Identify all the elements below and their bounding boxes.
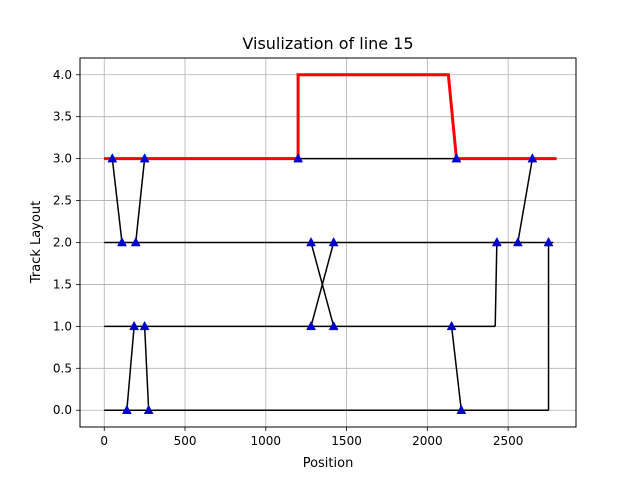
y-axis-title: Track Layout <box>29 201 44 284</box>
markers <box>107 153 554 414</box>
y-tick-label: 2.5 <box>53 194 72 208</box>
triangle-marker <box>139 153 150 163</box>
triangle-marker <box>117 236 127 247</box>
triangle-marker <box>139 320 150 331</box>
y-tick-label: 0.0 <box>53 403 72 417</box>
triangle-marker <box>129 320 140 331</box>
chart-title: Visulization of line 15 <box>242 34 413 53</box>
y-tick-label: 3.5 <box>53 110 72 124</box>
triangle-marker <box>446 320 457 331</box>
y-tick-label: 2.0 <box>53 236 72 250</box>
connection-line <box>111 158 123 243</box>
connection-line <box>310 242 335 327</box>
y-tick-label: 3.0 <box>53 152 72 166</box>
x-tick-label: 1000 <box>251 434 282 448</box>
triangle-marker <box>456 404 467 414</box>
connection-line <box>143 326 150 411</box>
triangle-marker <box>328 320 339 331</box>
x-tick-label: 2000 <box>412 434 443 448</box>
triangle-marker <box>512 236 523 247</box>
y-tick-label: 4.0 <box>53 68 72 82</box>
x-axis-title: Position <box>303 456 354 471</box>
x-tick-label: 2500 <box>493 434 524 448</box>
triangle-marker <box>491 236 502 247</box>
route-line <box>104 73 557 161</box>
x-tick-label: 500 <box>174 434 197 448</box>
connection-line <box>126 326 135 411</box>
triangle-marker <box>527 153 538 163</box>
connection-line <box>134 158 146 243</box>
y-ticks: 0.0 0.5 1.0 1.5 2.0 2.5 3.0 3.5 4.0 <box>53 68 80 417</box>
x-tick-label: 1500 <box>331 434 362 448</box>
triangle-marker <box>306 320 316 331</box>
connection-line <box>494 242 498 327</box>
triangle-marker <box>306 236 316 247</box>
route <box>104 73 557 161</box>
triangle-marker <box>130 236 141 247</box>
triangle-marker <box>543 236 554 247</box>
y-tick-label: 1.5 <box>53 277 72 291</box>
connection-line <box>450 326 463 411</box>
triangle-marker <box>451 153 462 163</box>
triangle-marker <box>328 236 339 247</box>
x-tick-label: 0 <box>100 434 108 448</box>
triangle-marker <box>107 153 118 163</box>
triangle-marker <box>293 153 304 163</box>
connections <box>111 158 550 411</box>
y-tick-label: 0.5 <box>53 361 72 375</box>
triangle-marker <box>143 404 154 414</box>
connection-line <box>517 158 534 243</box>
x-ticks: 0 500 1000 1500 2000 2500 <box>100 427 523 448</box>
y-tick-label: 1.0 <box>53 319 72 333</box>
triangle-marker <box>121 404 132 414</box>
